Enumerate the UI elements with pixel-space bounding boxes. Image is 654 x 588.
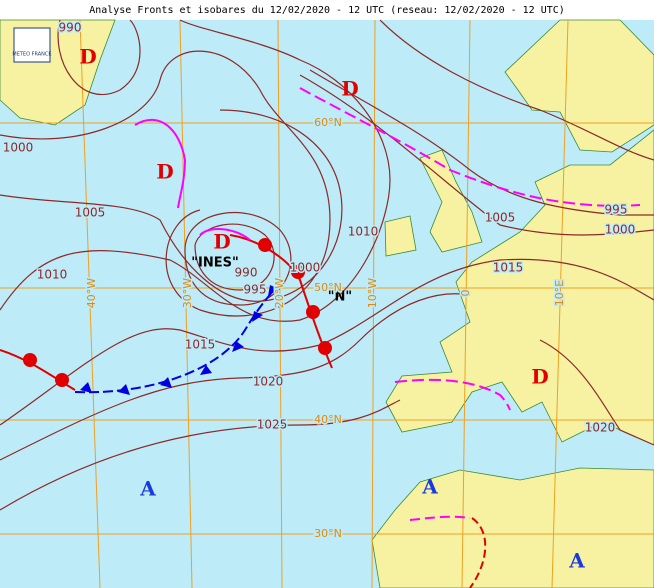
- isobar-label: 1005: [75, 206, 106, 220]
- cold-front-red: [0, 349, 76, 391]
- pressure-center: D: [341, 77, 358, 101]
- isobar: [379, 19, 654, 161]
- africa: [371, 467, 654, 588]
- title: Analyse Fronts et isobares du 12/02/2020…: [89, 5, 565, 16]
- longitude-label: 30°W: [181, 278, 194, 308]
- storm-name: "N": [328, 290, 352, 305]
- front-symbol: [318, 341, 332, 355]
- isobar-label: 1020: [253, 375, 284, 389]
- ireland: [384, 215, 417, 257]
- isobar-label: 1025: [257, 418, 288, 432]
- latitude-label: 40°N: [314, 413, 342, 426]
- front-symbol: [23, 353, 37, 367]
- logo-box: [13, 27, 51, 63]
- isobar: [539, 339, 654, 446]
- isobar-label: 995: [605, 203, 628, 217]
- isobar: [57, 19, 141, 96]
- occlusion: [394, 378, 511, 411]
- isobar-label: 1010: [348, 225, 379, 239]
- front-symbol: [306, 305, 320, 319]
- latitude-label: 50°N: [314, 281, 342, 294]
- scandinavia: [504, 19, 654, 153]
- isobar-label: 995: [244, 283, 267, 297]
- warm-front: [469, 517, 487, 588]
- isobar-label: 1000: [290, 261, 321, 275]
- isobar-label: 1000: [3, 141, 34, 155]
- graticule: [0, 19, 654, 588]
- longitude-label: 0: [459, 290, 472, 297]
- pressure-center: A: [139, 477, 156, 501]
- isobar: [309, 69, 654, 216]
- isobar: [0, 399, 401, 511]
- storm-name: "INES": [191, 256, 239, 271]
- meridian: [79, 19, 101, 588]
- pressure-center: A: [421, 475, 438, 499]
- isobar-label: 1000: [605, 223, 636, 237]
- isobar: [0, 19, 391, 322]
- labels: 990 1000 1005 1010 990 995 1000 1010 1015 1020 102…: [1, 19, 637, 573]
- isobar: [194, 223, 275, 291]
- longitude-label: 10°W: [366, 278, 379, 308]
- isobar: [0, 109, 343, 302]
- longitude-label: 20°W: [273, 278, 286, 308]
- front-symbol: [291, 265, 305, 279]
- logo: METEO FRANCE: [12, 27, 52, 63]
- meridian: [277, 19, 283, 588]
- isobar-label: 1010: [37, 268, 68, 282]
- isobar-label: 990: [235, 266, 258, 280]
- longitude-label: 10°E: [553, 280, 566, 306]
- latitude-label: 60°N: [314, 116, 342, 129]
- occlusion: [134, 119, 251, 241]
- occlusion: [299, 87, 641, 207]
- isobar: [299, 74, 654, 236]
- pressure-center: D: [213, 230, 230, 254]
- pressure-center: D: [531, 365, 548, 389]
- pressure-center: A: [568, 549, 585, 573]
- latitude-label: 30°N: [314, 527, 342, 540]
- pressure-center: D: [156, 160, 173, 184]
- meridian: [551, 19, 569, 588]
- meridian: [461, 19, 471, 588]
- logo-text: METEO FRANCE: [12, 52, 51, 58]
- fronts: [0, 87, 641, 588]
- isobar: [0, 50, 331, 317]
- isobar-label: 990: [59, 21, 82, 35]
- isobar-label: 1015: [185, 338, 216, 352]
- isobar-label: 1020: [585, 421, 616, 435]
- meridian: [179, 19, 193, 588]
- map: [0, 19, 654, 588]
- meridian: [371, 19, 376, 588]
- pressure-center: D: [79, 45, 96, 69]
- front-symbol: [258, 238, 272, 252]
- occlusion: [409, 515, 471, 521]
- front-symbol: [55, 373, 69, 387]
- isobar: [0, 293, 471, 461]
- isobar-label: 1005: [485, 211, 516, 225]
- isobar-label: 1015: [493, 261, 524, 275]
- longitude-label: 40°W: [85, 278, 98, 308]
- great-britain: [419, 149, 483, 253]
